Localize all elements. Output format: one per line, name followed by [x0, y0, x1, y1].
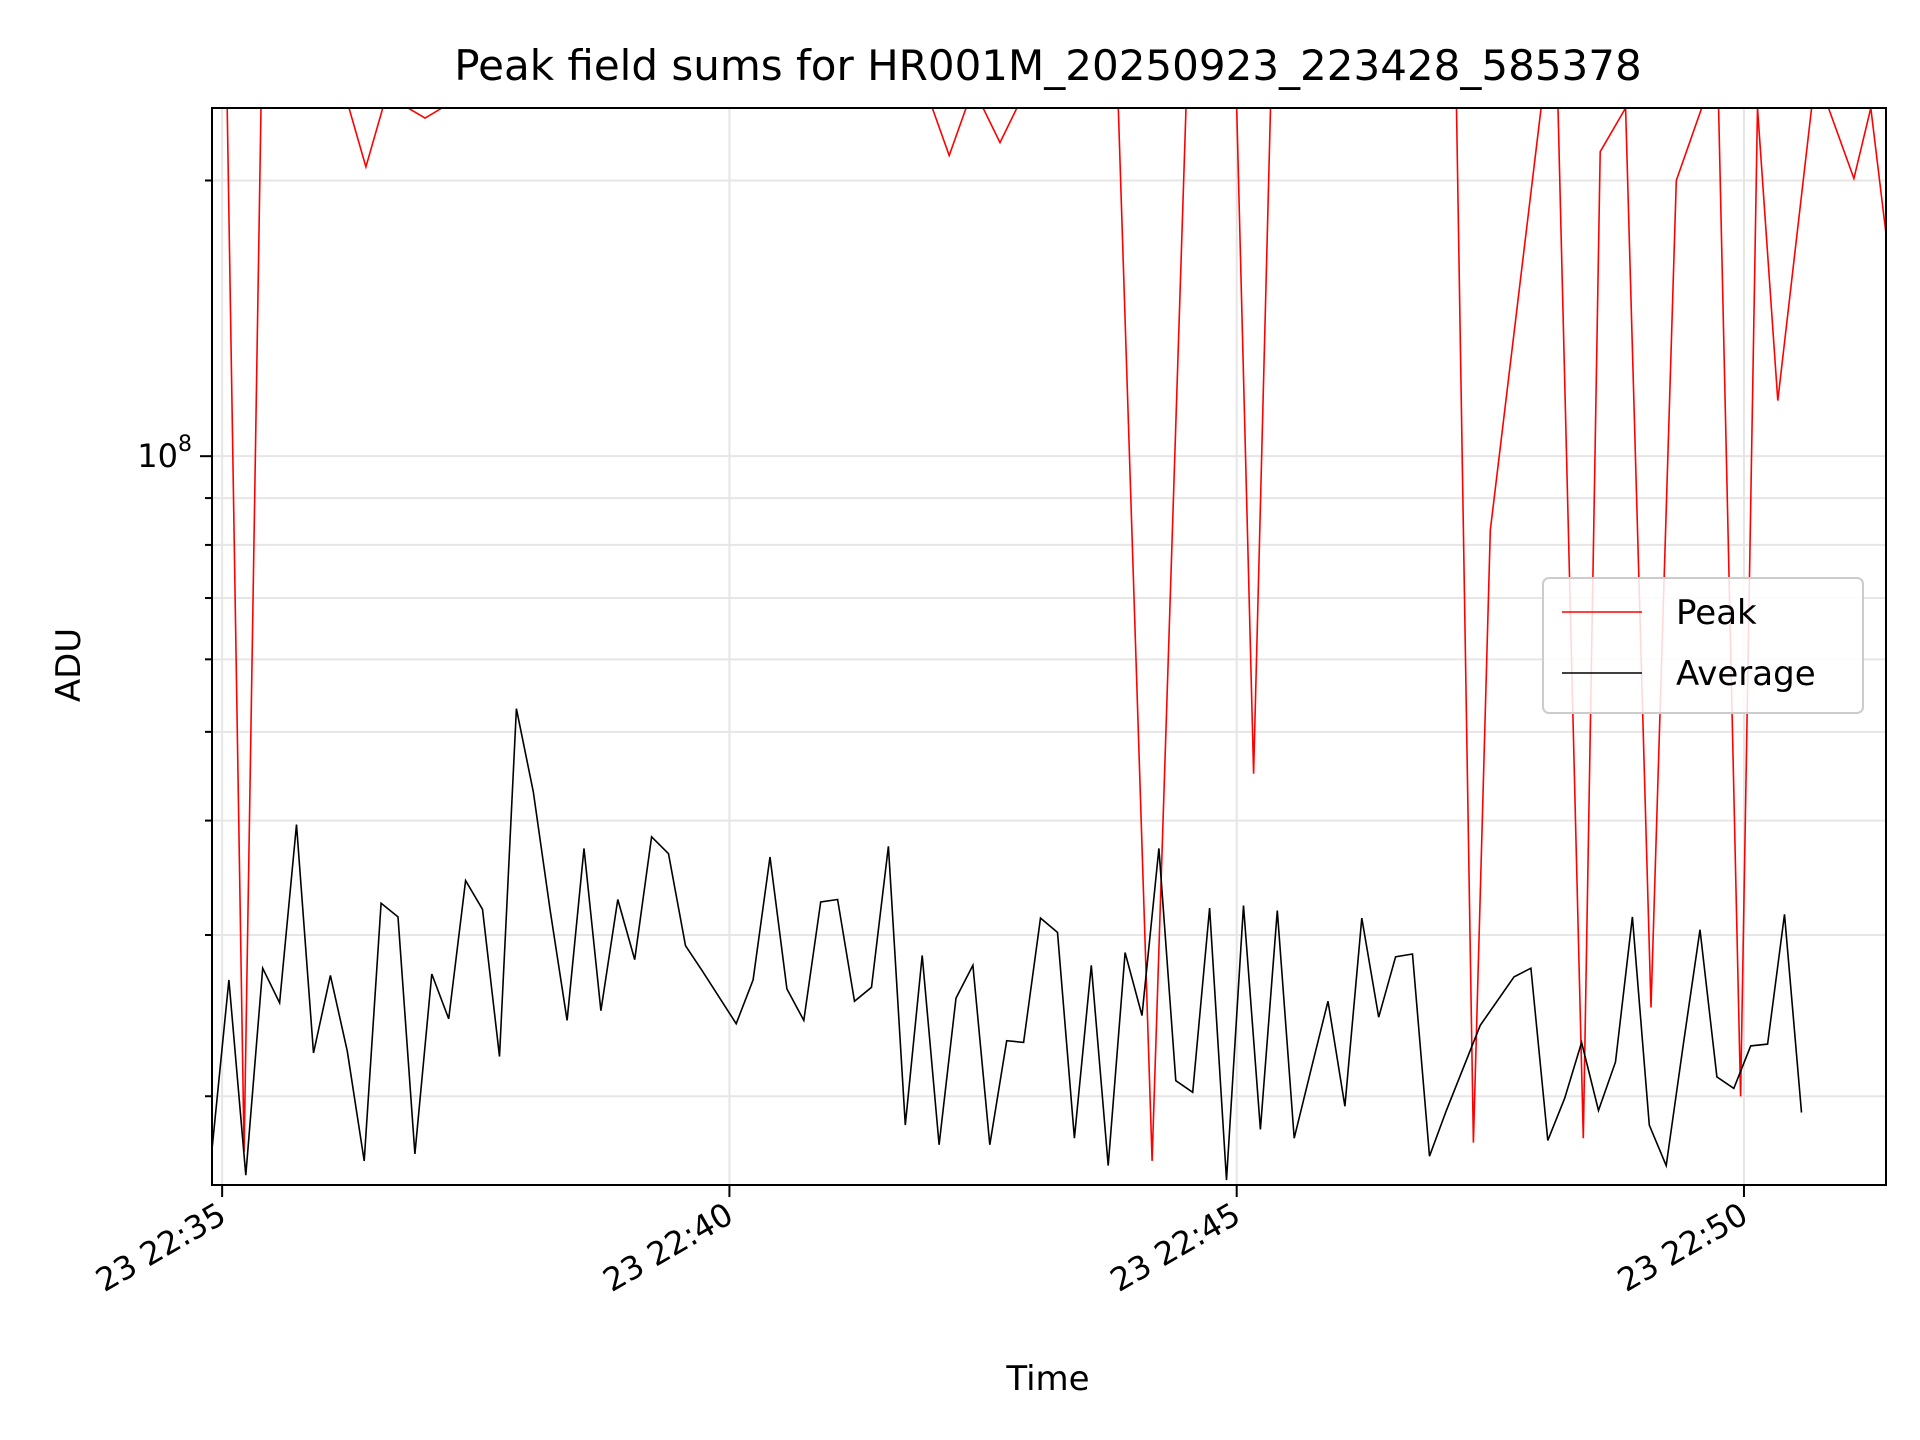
- legend-label-peak: Peak: [1676, 593, 1757, 633]
- y-axis-label: ADU: [49, 628, 89, 702]
- y-tick-label: 108: [137, 432, 192, 475]
- series-layer: [212, 108, 1886, 1181]
- x-axis-label: Time: [1005, 1359, 1089, 1399]
- y-tick-exponent: 8: [178, 432, 192, 457]
- series-line-peak: [212, 108, 1886, 1161]
- y-tick-base: 10: [137, 437, 178, 475]
- legend: Peak Average: [1542, 577, 1864, 714]
- plot-frame: [211, 107, 1887, 1186]
- series-group: [212, 108, 1886, 1181]
- chart-title: Peak field sums for HR001M_20250923_2234…: [454, 41, 1641, 90]
- series-line-average: [212, 708, 1803, 1181]
- legend-label-average: Average: [1676, 654, 1816, 694]
